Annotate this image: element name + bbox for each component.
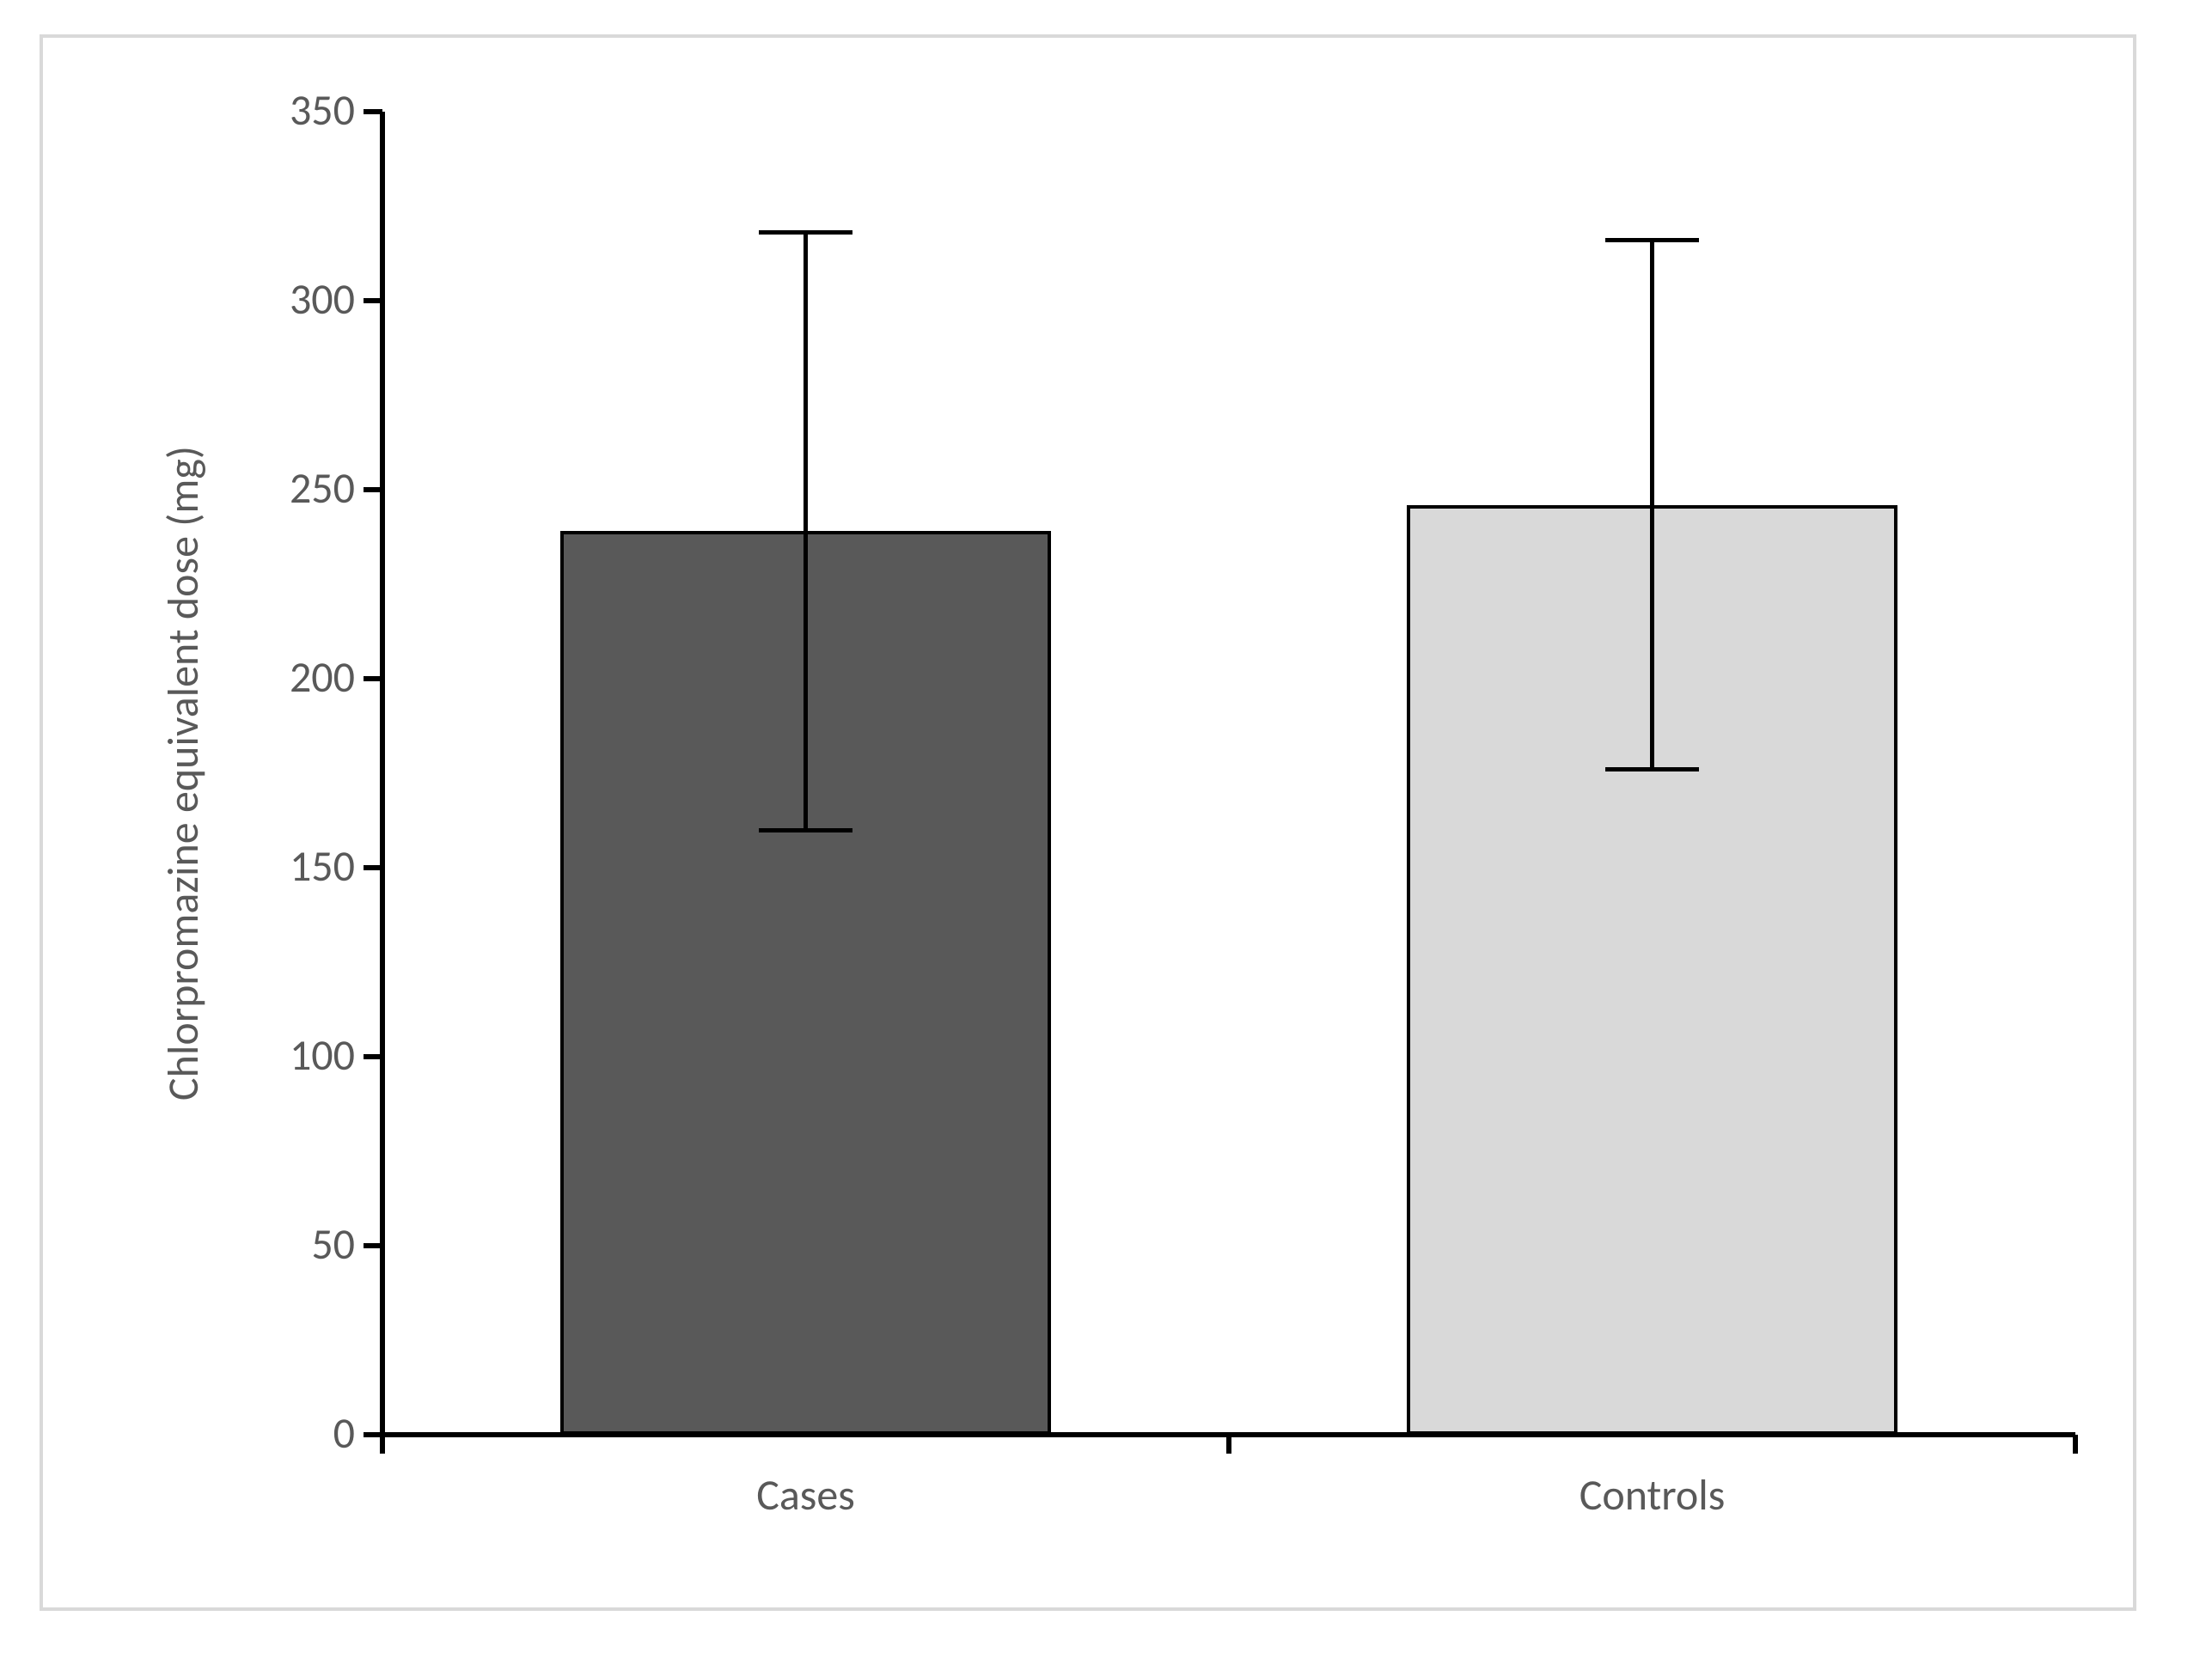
error-cap-upper (1605, 238, 1698, 242)
y-tick-label: 300 (235, 273, 355, 326)
error-bar (1650, 241, 1654, 770)
y-tick (364, 487, 382, 492)
y-tick-label: 350 (235, 84, 355, 137)
y-tick-label: 200 (235, 651, 355, 704)
y-tick (364, 1054, 382, 1059)
x-tick (2073, 1435, 2078, 1454)
y-tick (364, 109, 382, 114)
chart-canvas: Chlorpromazine equivalent dose (mg) 0 50 1… (0, 0, 2212, 1677)
x-tick-label: Controls (1229, 1469, 2075, 1521)
y-tick (364, 1243, 382, 1248)
y-tick (364, 676, 382, 681)
y-tick (364, 865, 382, 870)
error-cap-lower (1605, 767, 1698, 771)
error-cap-lower (759, 828, 852, 832)
y-axis-title: Chlorpromazine equivalent dose (mg) (157, 112, 210, 1435)
y-tick-label: 150 (235, 840, 355, 893)
y-tick-label: 100 (235, 1029, 355, 1082)
y-tick-label: 250 (235, 462, 355, 515)
x-tick (1226, 1435, 1231, 1454)
y-tick-label: 50 (235, 1218, 355, 1271)
y-axis-line (380, 112, 385, 1435)
error-bar (804, 233, 808, 830)
x-tick-label: Cases (382, 1469, 1229, 1521)
y-tick-label: 0 (235, 1407, 355, 1460)
y-tick (364, 298, 382, 303)
x-tick (380, 1435, 385, 1454)
error-cap-upper (759, 230, 852, 235)
